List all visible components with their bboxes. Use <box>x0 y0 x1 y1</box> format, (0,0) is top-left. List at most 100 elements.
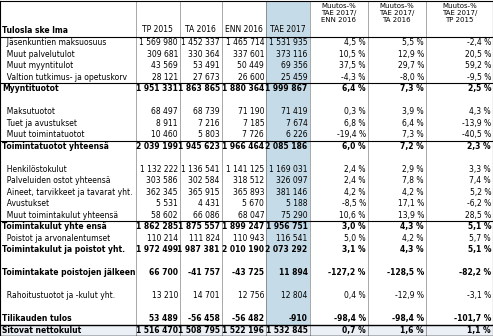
Text: -2,4 %: -2,4 % <box>467 38 491 47</box>
Text: 11 894: 11 894 <box>279 268 308 277</box>
Text: 1 508 795: 1 508 795 <box>178 326 220 335</box>
Text: 1 522 196: 1 522 196 <box>222 326 264 335</box>
Text: Maksutuotot: Maksutuotot <box>2 107 55 116</box>
Text: Toimintakate poistojen jälkeen: Toimintakate poistojen jälkeen <box>2 268 136 277</box>
Text: 10 460: 10 460 <box>151 130 178 139</box>
Text: 5 803: 5 803 <box>198 130 220 139</box>
Text: 43 569: 43 569 <box>151 61 178 70</box>
Text: 5,0 %: 5,0 % <box>344 234 366 243</box>
Text: Palveluiden ostot yhteensä: Palveluiden ostot yhteensä <box>2 176 110 185</box>
Text: 0,3 %: 0,3 % <box>344 107 366 116</box>
Text: Tulosla ske lma: Tulosla ske lma <box>2 26 68 35</box>
Text: 6,4 %: 6,4 % <box>342 84 366 93</box>
Text: 66 086: 66 086 <box>193 211 220 220</box>
Text: 3,3 %: 3,3 % <box>469 165 491 174</box>
Text: 5 670: 5 670 <box>243 199 264 208</box>
Text: 10,5 %: 10,5 % <box>339 50 366 59</box>
Text: 26 600: 26 600 <box>238 73 264 82</box>
Text: -4,3 %: -4,3 % <box>342 73 366 82</box>
Text: 1 972 499: 1 972 499 <box>136 245 178 254</box>
Text: -40,5 %: -40,5 % <box>462 130 491 139</box>
Text: 381 146: 381 146 <box>277 188 308 197</box>
Text: 50 449: 50 449 <box>238 61 264 70</box>
Text: 7 726: 7 726 <box>243 130 264 139</box>
Text: -12,9 %: -12,9 % <box>395 291 424 300</box>
Text: Jäsenkuntien maksuosuus: Jäsenkuntien maksuosuus <box>2 38 106 47</box>
Text: Rahoitustuotot ja -kulut yht.: Rahoitustuotot ja -kulut yht. <box>2 291 115 300</box>
Text: 5,1 %: 5,1 % <box>467 245 491 254</box>
Text: -8,0 %: -8,0 % <box>400 73 424 82</box>
Text: 4,3 %: 4,3 % <box>400 245 424 254</box>
Text: 1 452 337: 1 452 337 <box>181 38 220 47</box>
Text: TP 2015: TP 2015 <box>142 25 173 34</box>
Text: -82,2 %: -82,2 % <box>459 268 491 277</box>
Text: 303 586: 303 586 <box>146 176 178 185</box>
Text: 2 073 292: 2 073 292 <box>265 245 308 254</box>
Text: 302 584: 302 584 <box>188 176 220 185</box>
Text: 29,7 %: 29,7 % <box>397 61 424 70</box>
Text: 8 911: 8 911 <box>156 119 178 128</box>
Text: 110 943: 110 943 <box>233 234 264 243</box>
Text: 1 862 285: 1 862 285 <box>136 222 178 231</box>
Text: 4,2 %: 4,2 % <box>344 188 366 197</box>
Text: 12 756: 12 756 <box>238 291 264 300</box>
Text: 3,1 %: 3,1 % <box>342 245 366 254</box>
Text: -127,2 %: -127,2 % <box>328 268 366 277</box>
Text: 6,0 %: 6,0 % <box>342 142 366 151</box>
Text: 318 512: 318 512 <box>233 176 264 185</box>
Text: 3,9 %: 3,9 % <box>402 107 424 116</box>
Text: 5,7 %: 5,7 % <box>469 234 491 243</box>
Text: 365 893: 365 893 <box>233 188 264 197</box>
Text: TAE 2017: TAE 2017 <box>270 25 306 34</box>
Text: 1 169 031: 1 169 031 <box>269 165 308 174</box>
Text: 10,6 %: 10,6 % <box>339 211 366 220</box>
Text: 5 531: 5 531 <box>156 199 178 208</box>
Text: -41 757: -41 757 <box>188 268 220 277</box>
Text: 14 701: 14 701 <box>193 291 220 300</box>
Text: 4,3 %: 4,3 % <box>400 222 424 231</box>
Text: Henkilöstokulut: Henkilöstokulut <box>2 165 67 174</box>
Text: -128,5 %: -128,5 % <box>387 268 424 277</box>
Text: Tilikauden tulos: Tilikauden tulos <box>2 314 71 323</box>
Text: Toimintakulut yhte ensä: Toimintakulut yhte ensä <box>2 222 107 231</box>
Text: 69 356: 69 356 <box>281 61 308 70</box>
Text: 2,4 %: 2,4 % <box>344 165 366 174</box>
Text: 1,1 %: 1,1 % <box>467 326 491 335</box>
Text: 66 700: 66 700 <box>149 268 178 277</box>
Text: 1,6 %: 1,6 % <box>400 326 424 335</box>
Text: 1 532 845: 1 532 845 <box>266 326 308 335</box>
Text: 4 431: 4 431 <box>198 199 220 208</box>
Text: 0,7 %: 0,7 % <box>342 326 366 335</box>
Text: ENN 2016: ENN 2016 <box>225 25 263 34</box>
Text: Avustukset: Avustukset <box>2 199 49 208</box>
Text: Muutos-%
TAE 2017/
ENN 2016: Muutos-% TAE 2017/ ENN 2016 <box>321 3 356 23</box>
Text: 20,5 %: 20,5 % <box>464 50 491 59</box>
Text: 373 116: 373 116 <box>276 50 308 59</box>
Text: 1 899 247: 1 899 247 <box>222 222 264 231</box>
Text: 330 364: 330 364 <box>188 50 220 59</box>
Text: 1 999 867: 1 999 867 <box>265 84 308 93</box>
Text: -910: -910 <box>289 314 308 323</box>
Text: 7,2 %: 7,2 % <box>400 142 424 151</box>
Text: 2 010 190: 2 010 190 <box>222 245 264 254</box>
Text: 68 497: 68 497 <box>151 107 178 116</box>
Text: 53 489: 53 489 <box>149 314 178 323</box>
Text: 7,4 %: 7,4 % <box>469 176 491 185</box>
Text: 326 097: 326 097 <box>276 176 308 185</box>
Text: Muutos-%
TAE 2017/
TP 2015: Muutos-% TAE 2017/ TP 2015 <box>442 3 477 23</box>
Text: 28 121: 28 121 <box>152 73 178 82</box>
Text: -3,1 %: -3,1 % <box>467 291 491 300</box>
Text: 13 210: 13 210 <box>151 291 178 300</box>
Text: -19,4 %: -19,4 % <box>337 130 366 139</box>
Text: Muut toimintakulut yhteensä: Muut toimintakulut yhteensä <box>2 211 118 220</box>
Text: 5,1 %: 5,1 % <box>467 222 491 231</box>
Text: 337 601: 337 601 <box>233 50 264 59</box>
Text: -8,5 %: -8,5 % <box>342 199 366 208</box>
Text: Muut myyntitulot: Muut myyntitulot <box>2 61 73 70</box>
Text: 28,5 %: 28,5 % <box>465 211 491 220</box>
Text: 1 569 980: 1 569 980 <box>140 38 178 47</box>
Text: 7 216: 7 216 <box>198 119 220 128</box>
Text: 37,5 %: 37,5 % <box>339 61 366 70</box>
Text: -101,7 %: -101,7 % <box>454 314 491 323</box>
Text: Tuet ja avustukset: Tuet ja avustukset <box>2 119 77 128</box>
